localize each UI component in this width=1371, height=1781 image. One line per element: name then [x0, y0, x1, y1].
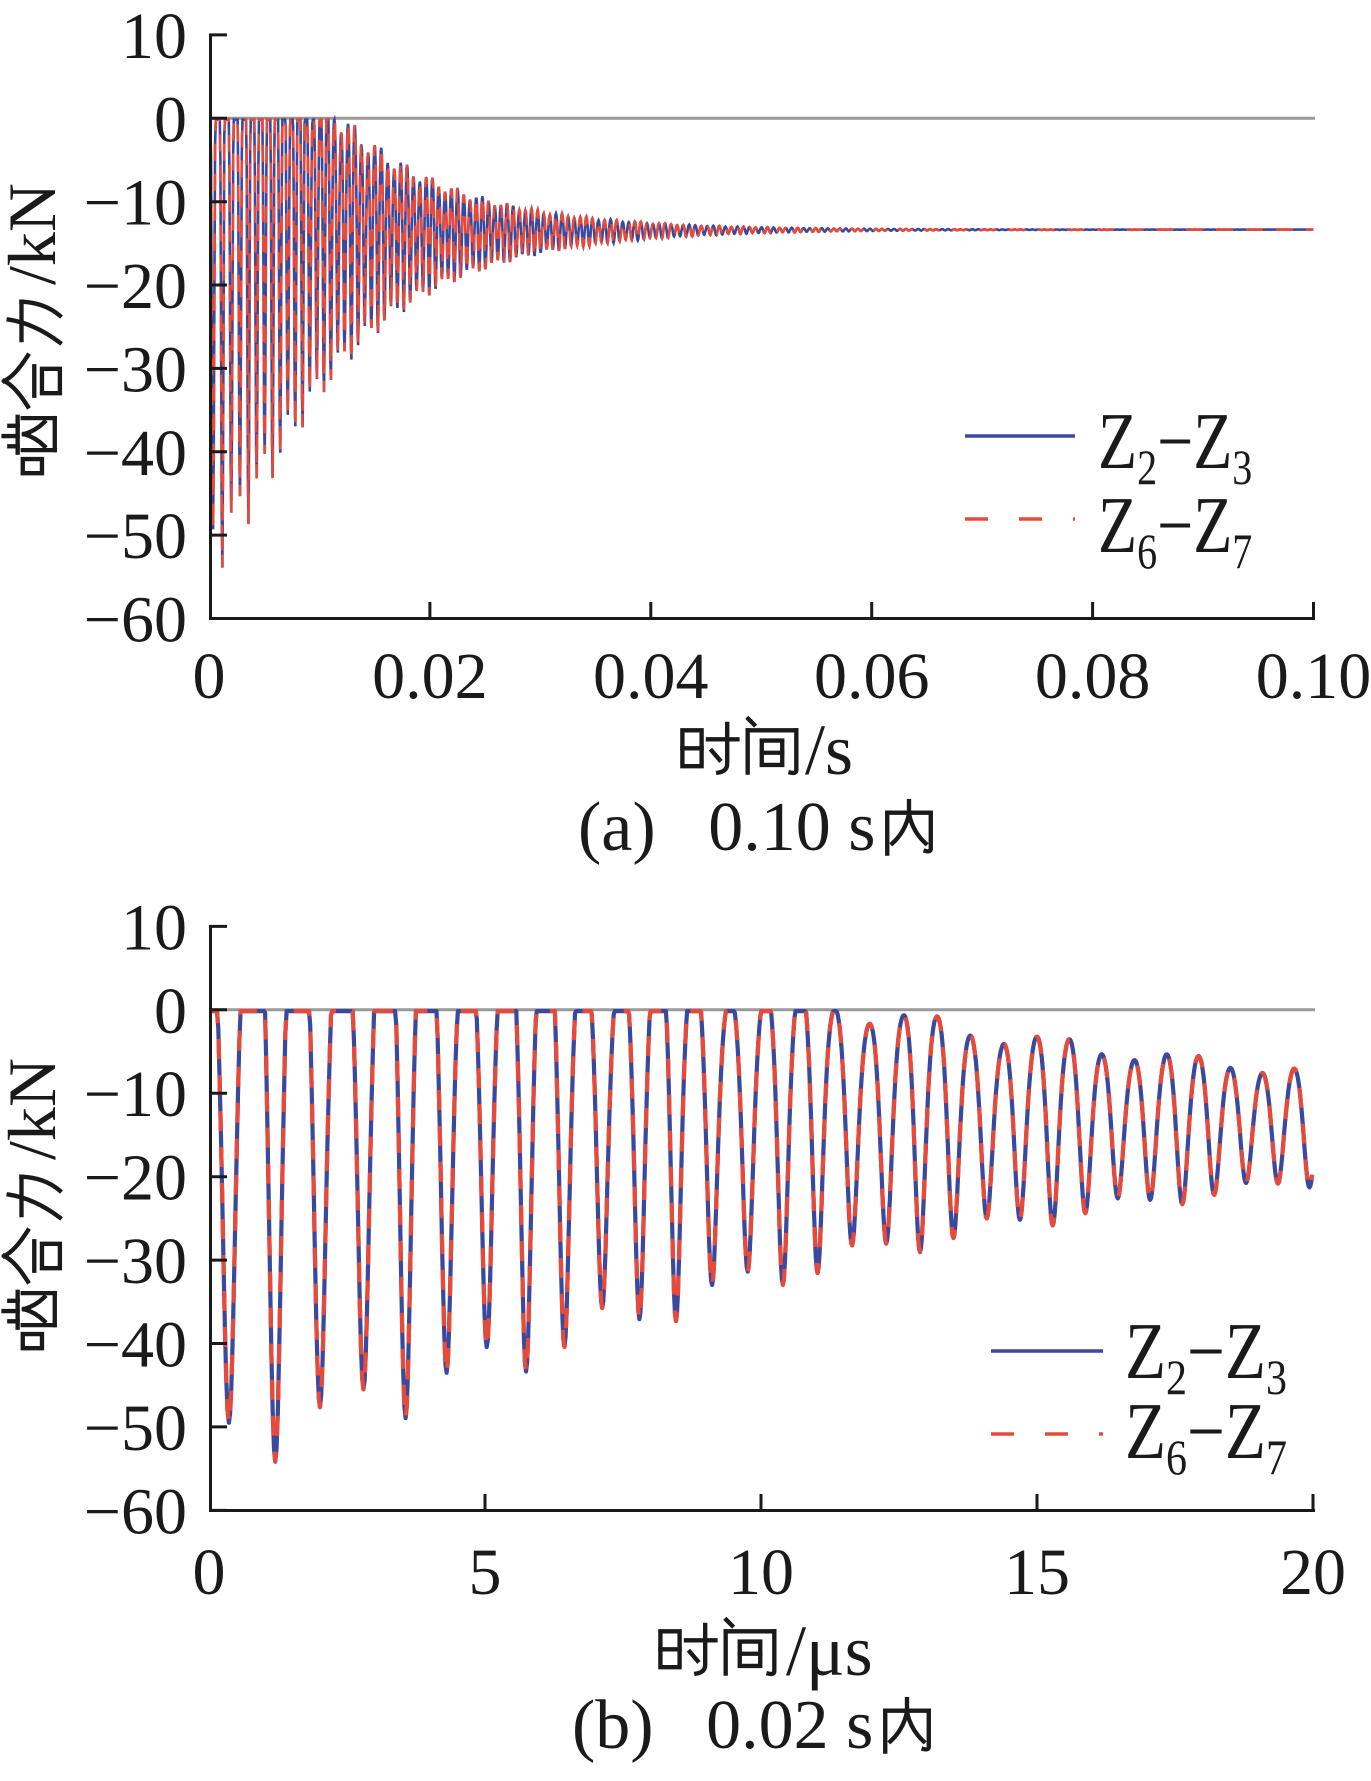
svg-text:−40: −40: [84, 1309, 187, 1382]
svg-text:Z6−Z7: Z6−Z7: [1098, 480, 1252, 579]
svg-text:−50: −50: [84, 500, 187, 573]
svg-text:Z2−Z3: Z2−Z3: [1098, 396, 1252, 495]
svg-text:−30: −30: [84, 333, 187, 406]
svg-text:−20: −20: [84, 250, 187, 323]
svg-text:0: 0: [154, 975, 187, 1048]
svg-text:0: 0: [193, 640, 226, 713]
svg-text:/s: /s: [805, 710, 853, 790]
svg-text:Z6−Z7: Z6−Z7: [1125, 1387, 1287, 1485]
svg-text:0.08: 0.08: [1035, 640, 1151, 713]
svg-text:0.02: 0.02: [372, 640, 488, 713]
svg-text:Z2−Z3: Z2−Z3: [1125, 1307, 1287, 1405]
svg-text:−60: −60: [84, 584, 187, 657]
svg-text:(a) 0.10 s: (a) 0.10 s: [578, 789, 875, 866]
svg-text:20: 20: [1280, 1536, 1346, 1609]
svg-text:10: 10: [121, 0, 187, 73]
svg-text:−20: −20: [84, 1142, 187, 1215]
svg-text:−50: −50: [84, 1392, 187, 1465]
svg-text:(b) 0.02 s: (b) 0.02 s: [572, 1687, 873, 1764]
svg-text:/μs: /μs: [786, 1611, 873, 1691]
svg-text:−10: −10: [84, 1058, 187, 1131]
svg-text:0: 0: [154, 83, 187, 156]
svg-text:0: 0: [193, 1536, 226, 1609]
svg-text:/kN: /kN: [0, 183, 70, 285]
svg-text:−60: −60: [84, 1475, 187, 1548]
svg-text:15: 15: [1004, 1536, 1070, 1609]
svg-text:/kN: /kN: [0, 1058, 70, 1160]
svg-text:0.06: 0.06: [814, 640, 930, 713]
svg-text:5: 5: [469, 1536, 502, 1609]
svg-text:−10: −10: [84, 167, 187, 240]
svg-text:−40: −40: [84, 417, 187, 490]
svg-text:10: 10: [121, 891, 187, 964]
svg-text:0.10: 0.10: [1256, 640, 1371, 713]
svg-text:0.04: 0.04: [593, 640, 709, 713]
svg-text:10: 10: [728, 1536, 794, 1609]
svg-text:−30: −30: [84, 1225, 187, 1298]
